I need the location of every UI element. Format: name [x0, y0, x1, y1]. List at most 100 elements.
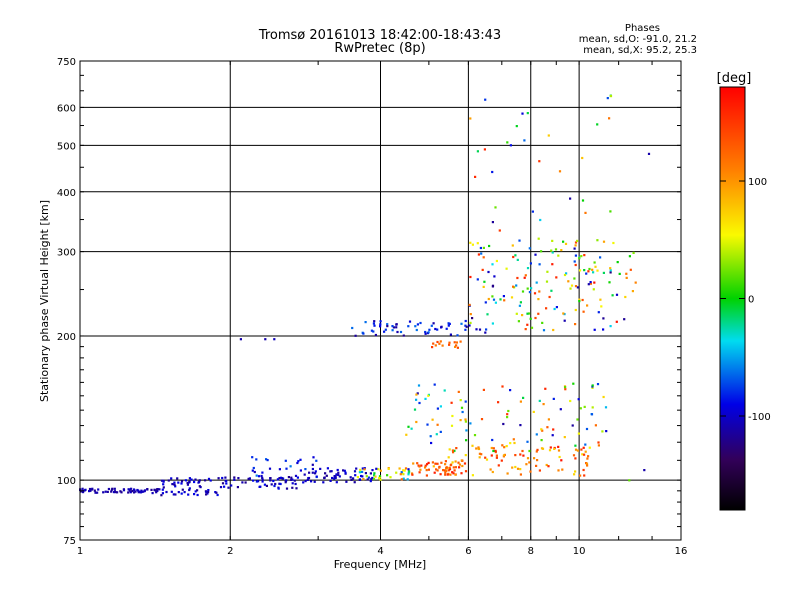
colorbar-tick-label: -100	[748, 412, 771, 423]
data-point	[460, 459, 463, 462]
data-point	[131, 490, 134, 493]
data-point	[448, 341, 451, 344]
data-point	[618, 272, 621, 275]
data-point	[221, 482, 225, 485]
data-point	[451, 461, 454, 464]
data-point	[579, 474, 582, 477]
data-point	[133, 491, 136, 494]
data-point	[374, 333, 377, 337]
data-point	[608, 117, 611, 120]
data-point	[464, 324, 467, 327]
data-point	[180, 480, 184, 483]
data-point	[165, 490, 168, 494]
data-point	[484, 301, 487, 304]
data-point	[480, 453, 483, 456]
data-point	[432, 322, 435, 325]
data-point	[540, 428, 543, 431]
data-point	[492, 298, 496, 301]
data-point	[551, 434, 554, 437]
data-point	[270, 483, 273, 486]
data-point	[433, 471, 436, 474]
data-point	[567, 280, 570, 283]
data-point	[536, 459, 539, 462]
data-point	[506, 413, 509, 416]
data-point	[221, 476, 224, 480]
data-point	[287, 476, 290, 479]
data-point	[497, 401, 500, 404]
data-point	[519, 400, 522, 403]
data-point	[590, 413, 594, 416]
data-point	[552, 328, 555, 332]
chart-title: Tromsø 20161013 18:42:00-18:43:43	[258, 28, 501, 43]
data-point	[150, 488, 153, 491]
data-point	[569, 399, 572, 403]
data-point	[223, 485, 226, 488]
data-point	[137, 491, 140, 494]
data-point	[609, 210, 612, 213]
data-point	[528, 291, 531, 294]
data-point	[366, 478, 369, 481]
data-point	[569, 197, 572, 200]
data-point	[526, 440, 529, 443]
data-point	[511, 466, 514, 469]
data-point	[295, 487, 298, 490]
data-point	[167, 479, 170, 482]
data-point	[624, 295, 627, 299]
data-point	[399, 330, 403, 334]
data-point	[379, 323, 382, 326]
data-point	[460, 322, 463, 325]
data-point	[424, 466, 427, 469]
data-point	[503, 299, 506, 302]
data-point	[274, 482, 277, 486]
data-point	[294, 482, 297, 486]
data-point	[160, 494, 163, 497]
data-point	[193, 493, 196, 496]
data-point	[217, 477, 220, 480]
data-point	[494, 206, 497, 209]
data-point	[484, 98, 487, 101]
data-point	[402, 473, 405, 476]
data-point	[643, 469, 646, 472]
data-point	[585, 427, 589, 431]
data-point	[459, 399, 462, 402]
data-point	[209, 479, 212, 482]
y-tick-label: 400	[57, 188, 76, 199]
data-point	[258, 485, 261, 488]
data-point	[453, 449, 456, 452]
data-point	[554, 248, 558, 251]
data-point	[155, 488, 159, 491]
data-point	[304, 468, 307, 471]
data-point	[563, 313, 566, 316]
data-point	[513, 441, 516, 445]
data-point	[521, 449, 524, 453]
data-point	[319, 467, 322, 470]
data-point	[629, 268, 632, 271]
data-point	[577, 432, 580, 435]
data-point	[463, 462, 467, 465]
data-point	[514, 254, 517, 257]
data-point	[464, 418, 467, 421]
data-point	[252, 466, 255, 470]
data-point	[468, 303, 471, 306]
data-point	[469, 313, 472, 316]
data-point	[465, 439, 468, 442]
data-point	[538, 399, 541, 402]
data-point	[540, 250, 543, 253]
data-point	[455, 447, 458, 450]
data-point	[224, 476, 227, 479]
data-point	[582, 310, 585, 313]
data-point	[372, 330, 375, 333]
data-point	[609, 95, 613, 98]
data-point	[255, 480, 258, 483]
data-point	[248, 477, 251, 480]
data-point	[416, 462, 419, 465]
data-point	[491, 263, 494, 266]
data-point	[336, 468, 339, 472]
data-point	[273, 338, 276, 341]
data-point	[315, 475, 318, 478]
y-tick-label: 500	[57, 141, 76, 152]
data-point	[593, 281, 596, 284]
data-point	[391, 329, 394, 332]
data-point	[290, 476, 293, 479]
data-point	[257, 475, 261, 478]
